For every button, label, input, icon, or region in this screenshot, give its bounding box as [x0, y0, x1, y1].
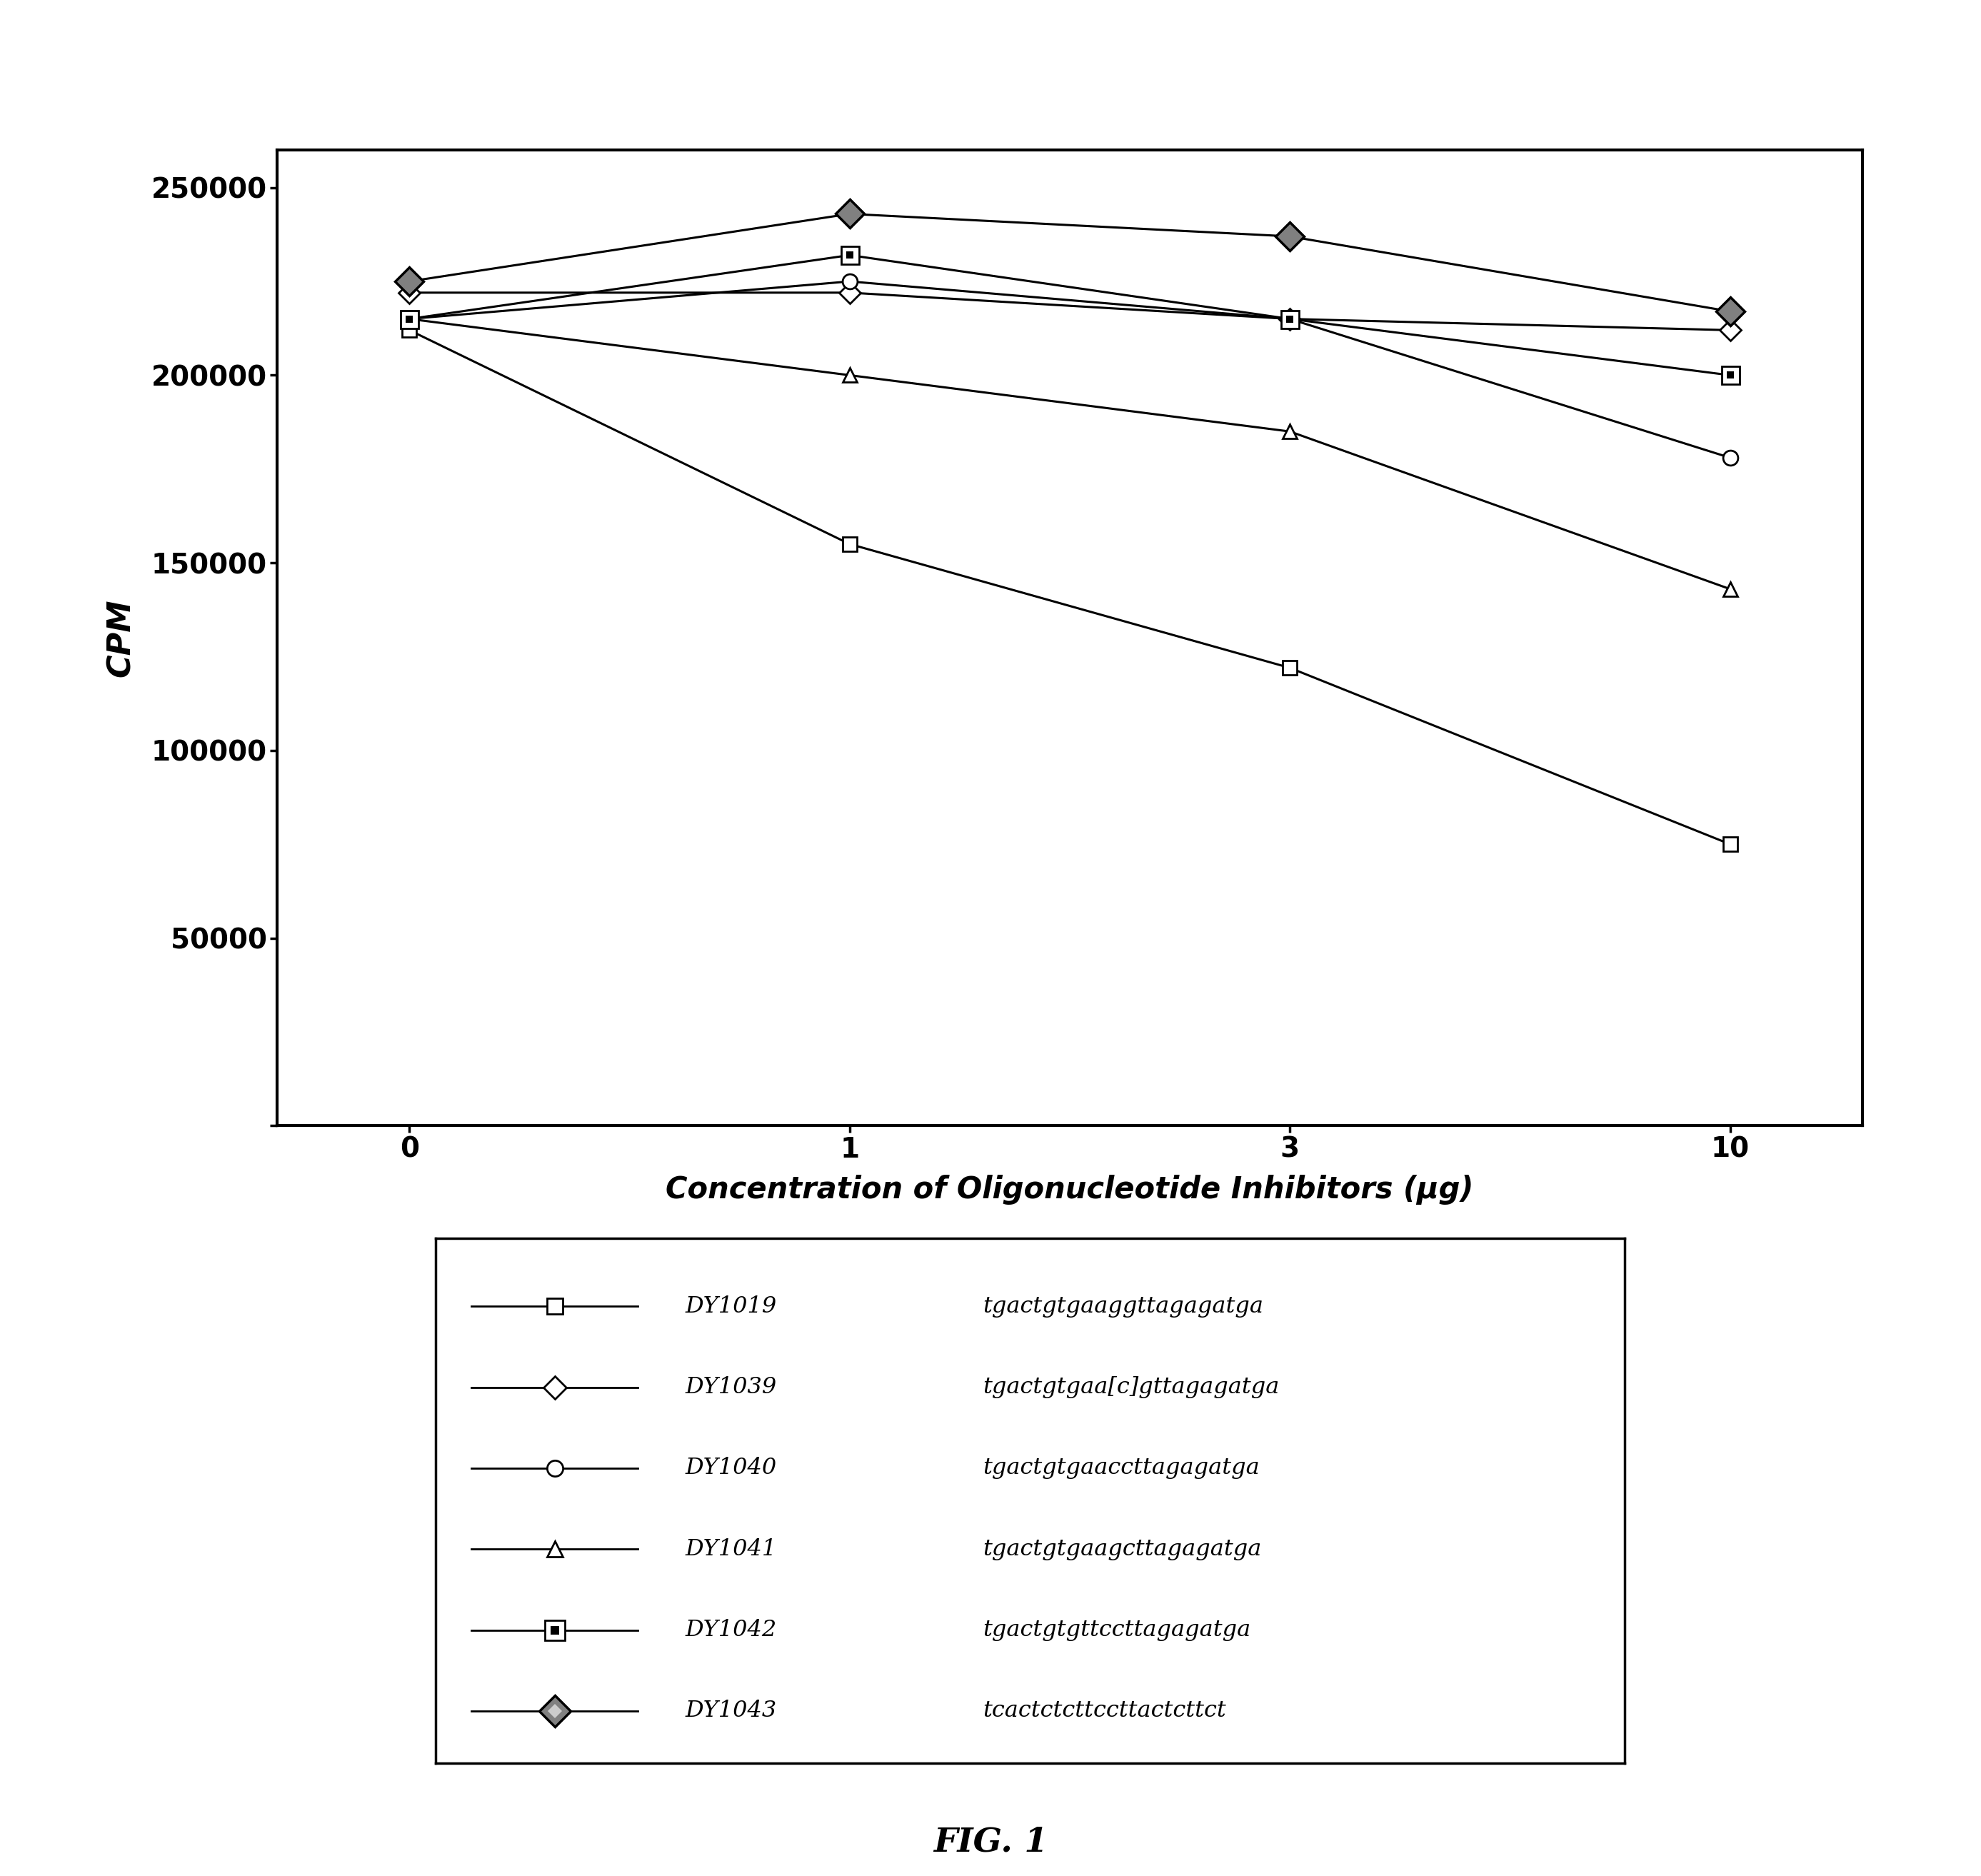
Text: tgactgtgaaggttagagatga: tgactgtgaaggttagagatga [983, 1294, 1264, 1317]
Text: DY1039: DY1039 [685, 1377, 777, 1398]
Text: tgactgtgaa[c]gttagagatga: tgactgtgaa[c]gttagagatga [983, 1377, 1280, 1398]
Text: DY1019: DY1019 [685, 1294, 777, 1317]
Y-axis label: CPM: CPM [105, 598, 137, 677]
Text: DY1043: DY1043 [685, 1700, 777, 1722]
X-axis label: Concentration of Oligonucleotide Inhibitors (μg): Concentration of Oligonucleotide Inhibit… [666, 1174, 1474, 1204]
Text: tgactgtgttccttagagatga: tgactgtgttccttagagatga [983, 1619, 1250, 1642]
Text: DY1041: DY1041 [685, 1538, 777, 1561]
Text: tcactctcttccttactcttct: tcactctcttccttactcttct [983, 1700, 1226, 1722]
Text: DY1040: DY1040 [685, 1458, 777, 1480]
Text: tgactgtgaaccttagagatga: tgactgtgaaccttagagatga [983, 1458, 1260, 1480]
Text: DY1042: DY1042 [685, 1619, 777, 1642]
Text: tgactgtgaagcttagagatga: tgactgtgaagcttagagatga [983, 1538, 1262, 1561]
Text: FIG. 1: FIG. 1 [933, 1825, 1048, 1859]
